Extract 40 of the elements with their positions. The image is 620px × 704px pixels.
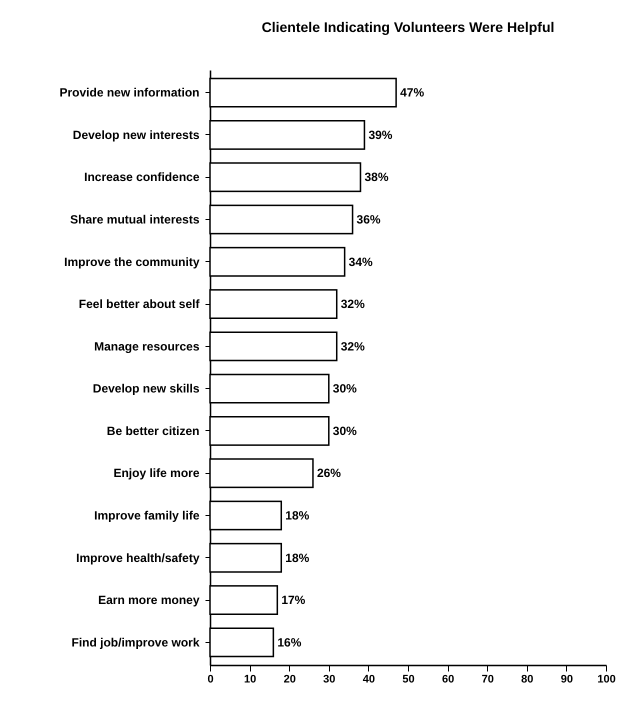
x-tick-label: 40 (362, 674, 376, 686)
data-label: 16% (277, 635, 302, 650)
y-tick-label: Develop new interests (72, 128, 200, 142)
x-tick-label: 60 (442, 674, 454, 686)
y-tick-label: Provide new information (59, 86, 200, 100)
y-tick-label: Feel better about self (78, 297, 200, 312)
y-tick-label: Manage resources (94, 339, 200, 354)
x-tick-label: 0 (207, 674, 214, 686)
y-tick-label: Improve family life (94, 508, 200, 523)
y-tick-label: Be better citizen (106, 424, 200, 438)
x-tick-label: 30 (323, 674, 336, 686)
x-tick-label: 90 (560, 674, 574, 686)
data-label: 30% (332, 424, 358, 438)
data-label: 26% (316, 466, 342, 480)
x-tick-label: 10 (244, 674, 256, 686)
data-label: 18% (285, 550, 310, 565)
chart-title: Clientele Indicating Volunteers Were Helpful (262, 19, 554, 35)
data-label: 32% (340, 339, 366, 354)
data-label: 38% (364, 170, 389, 184)
y-tick-label: Enjoy life more (113, 466, 200, 480)
y-tick-label: Share mutual interests (70, 212, 200, 226)
x-tick-label: 100 (597, 674, 616, 686)
data-label: 47% (400, 86, 424, 100)
x-tick-label: 20 (284, 674, 296, 686)
y-tick-label: Improve health/safety (76, 550, 200, 565)
data-label: 18% (285, 508, 310, 523)
y-tick-label: Improve the community (64, 254, 200, 269)
x-tick-label: 80 (521, 674, 534, 686)
x-tick-label: 50 (402, 674, 415, 686)
x-tick-label: 70 (482, 674, 494, 686)
y-tick-label: Increase confidence (84, 170, 200, 184)
data-label: 34% (348, 254, 373, 269)
y-tick-label: Develop new skills (92, 382, 200, 396)
data-label: 17% (281, 593, 306, 608)
y-tick-label: Earn more money (98, 593, 200, 608)
data-label: 32% (340, 297, 366, 312)
data-label: 36% (356, 212, 381, 226)
data-label: 30% (332, 382, 358, 396)
y-tick-label: Find job/improve work (71, 635, 200, 650)
data-label: 39% (368, 128, 393, 142)
